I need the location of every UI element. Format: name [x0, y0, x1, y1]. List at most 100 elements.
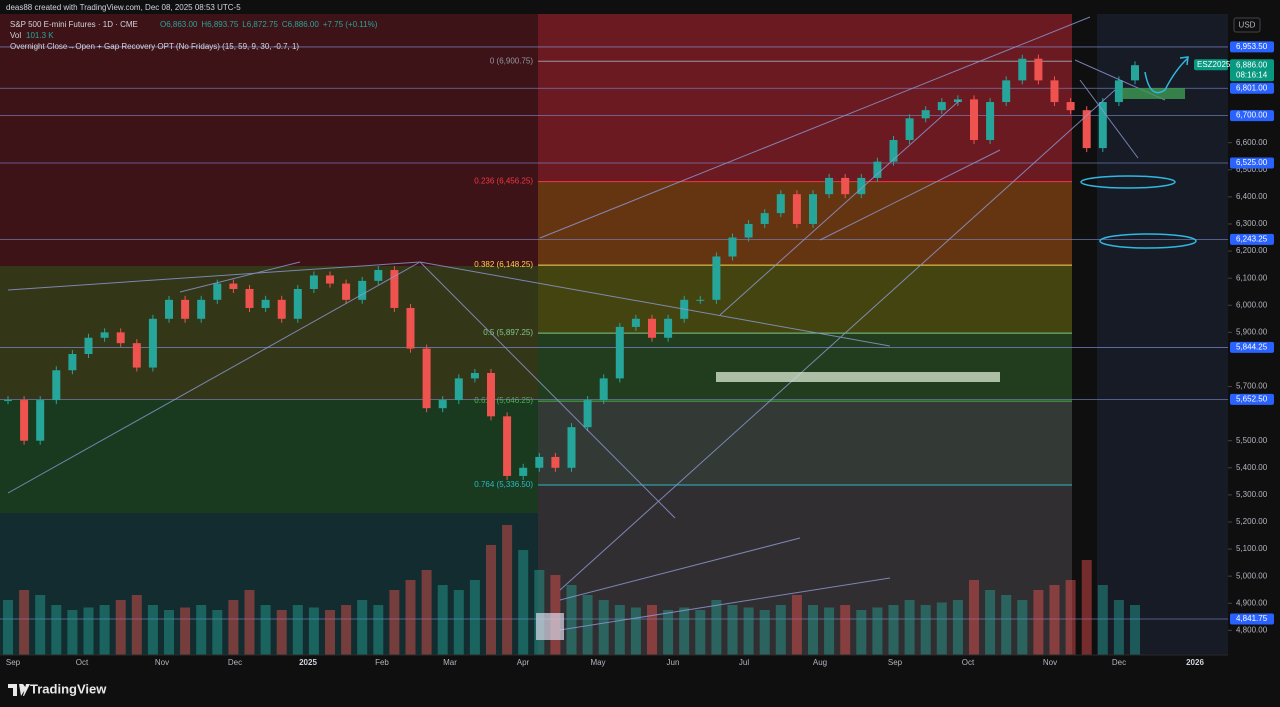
y-tick-label: 6,500.00 — [1236, 165, 1268, 174]
currency[interactable]: USD — [1239, 21, 1256, 30]
candle — [631, 318, 640, 327]
volume-bar — [469, 580, 480, 655]
volume-bar — [727, 605, 738, 655]
level-label: 6,525.00 — [1236, 158, 1268, 167]
volume-bar — [904, 600, 915, 655]
volume-bar — [196, 605, 207, 655]
trend-line — [7, 261, 421, 291]
fib-zone — [538, 401, 1072, 485]
candle — [1018, 58, 1027, 81]
candle — [583, 400, 592, 428]
y-tick-label: 5,400.00 — [1236, 463, 1268, 472]
fib-zone — [538, 484, 1072, 655]
level-box — [1230, 393, 1274, 405]
level-label: 6,953.50 — [1236, 42, 1268, 51]
annotation-arrow — [1144, 56, 1189, 94]
ohlc: O6,863.00 H6,893.75 L6,872.75 C6,886.00 +7.7… — [160, 20, 378, 29]
annotation-ellipse — [1099, 233, 1197, 249]
candle — [326, 275, 334, 284]
candle — [615, 326, 624, 379]
volume-bar — [357, 600, 368, 655]
volume-bar — [791, 595, 802, 655]
ohlc-value: +7.75 (+0.11%) — [323, 20, 378, 29]
x-tick-label: Mar — [443, 658, 457, 667]
volume-bar — [759, 610, 770, 655]
volume-bar — [131, 595, 142, 655]
candle — [921, 110, 930, 119]
level-box — [1230, 613, 1274, 625]
candle — [937, 102, 946, 111]
volume-bar — [373, 605, 384, 655]
volume-bar — [453, 590, 464, 655]
candle — [1050, 80, 1059, 103]
volume-bar — [244, 590, 255, 655]
candle — [148, 318, 157, 368]
volume-bar — [985, 590, 996, 655]
zone — [0, 266, 538, 400]
y-tick-label: 6,000.00 — [1236, 300, 1268, 309]
candle — [245, 288, 254, 308]
candle — [277, 299, 286, 319]
contract-box — [1194, 59, 1228, 71]
x-tick-label: Dec — [228, 658, 242, 667]
x-tick-label: Jun — [667, 658, 680, 667]
candle — [873, 161, 882, 178]
x-tick-label: Feb — [375, 658, 389, 667]
volume-bar — [598, 600, 609, 655]
y-tick-label: 4,800.00 — [1236, 625, 1268, 634]
volume-bar — [115, 600, 126, 655]
x-tick-label: May — [590, 658, 605, 667]
y-tick-label: 5,300.00 — [1236, 490, 1268, 499]
level-label: 5,844.25 — [1236, 343, 1268, 352]
candle — [648, 318, 656, 338]
candle — [374, 270, 383, 281]
zone — [0, 400, 538, 513]
candle — [84, 337, 93, 355]
volume-bar — [1113, 600, 1124, 655]
symbol: S&P 500 E-mini Futures · 1D · CME — [10, 20, 138, 29]
volume-bar — [325, 610, 335, 655]
volume-bar — [1065, 580, 1076, 655]
volume-bar — [840, 605, 851, 655]
trend-line — [419, 261, 676, 519]
volume-label: Vol — [10, 31, 21, 40]
volume-bar — [405, 580, 416, 655]
x-tick-label: Aug — [813, 658, 827, 667]
y-tick-label: 5,900.00 — [1236, 327, 1268, 336]
y-tick-label: 5,100.00 — [1236, 544, 1268, 553]
level-label: 4,841.75 — [1236, 614, 1268, 623]
currency-button[interactable] — [1233, 17, 1261, 33]
fib-label: 0.382 (6,148.25) — [474, 260, 533, 269]
y-tick-label: 5,500.00 — [1236, 436, 1268, 445]
x-tick-label: Sep — [6, 658, 21, 667]
fibonacci: 0 (6,900.75) 0.236 (6,456.25) 0.382 (6,148… — [474, 14, 1072, 655]
candle — [841, 177, 850, 195]
candle — [342, 283, 351, 300]
volume-bar — [3, 600, 13, 655]
y-tick-label: 6,200.00 — [1236, 246, 1268, 255]
x-tick-label: Nov — [155, 658, 169, 667]
volume-bar — [1017, 600, 1028, 655]
volume-bar — [872, 607, 883, 655]
fib-zone — [538, 181, 1072, 266]
candle — [712, 256, 721, 300]
volume-bar — [276, 610, 287, 655]
trend-line — [7, 261, 421, 494]
trend-line — [559, 537, 801, 601]
x-tick-label: Jul — [739, 658, 749, 667]
candle — [116, 332, 125, 344]
candle — [986, 102, 995, 140]
volume-bar — [180, 607, 191, 655]
candle — [52, 370, 61, 401]
price-axis-labels: 6,600.00 6,500.00 6,400.00 6,300.00 6,200.00… — [1194, 41, 1274, 634]
highlight-box — [1122, 88, 1185, 99]
candle — [776, 194, 785, 214]
candle — [696, 299, 705, 301]
level-box — [1230, 341, 1274, 353]
volume-bar — [856, 610, 867, 655]
volume-bar — [212, 610, 223, 655]
candle — [519, 467, 528, 476]
volume-bar — [437, 585, 448, 655]
